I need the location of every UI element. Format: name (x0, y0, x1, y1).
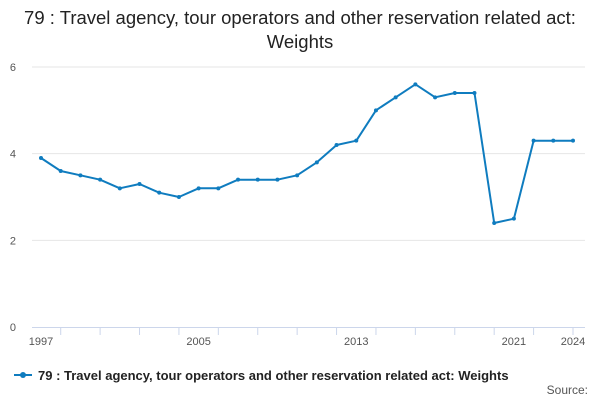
data-point (39, 156, 43, 160)
series-line (40, 83, 574, 224)
x-tick-label: 2005 (186, 336, 210, 348)
data-point (413, 82, 418, 87)
data-point (334, 143, 339, 147)
data-point (511, 216, 516, 221)
data-point (275, 177, 280, 182)
data-point (216, 186, 221, 191)
data-point (117, 186, 122, 191)
data-point (354, 138, 359, 143)
legend-swatch (14, 372, 32, 378)
y-tick-label: 2 (10, 235, 16, 247)
y-tick-label: 0 (10, 322, 16, 334)
gridlines (32, 66, 585, 241)
data-point (98, 177, 103, 182)
legend[interactable]: 79 : Travel agency, tour operators and o… (14, 366, 509, 384)
source-label: Source: (546, 383, 588, 397)
data-point (295, 173, 300, 178)
data-point (137, 182, 142, 186)
data-point (472, 91, 477, 95)
legend-marker (20, 372, 26, 378)
data-point (255, 177, 260, 182)
x-tick-label: 1997 (29, 336, 53, 348)
data-point (531, 138, 536, 143)
data-point (433, 95, 438, 100)
chart-title: 79 : Travel agency, tour operators and o… (24, 7, 576, 52)
data-point (314, 160, 319, 165)
data-point (452, 91, 457, 95)
legend-label: 79 : Travel agency, tour operators and o… (38, 367, 509, 383)
data-point (176, 195, 181, 199)
x-axis: 1997 2005 2013 2021 2024 (29, 327, 585, 348)
data-point (58, 169, 63, 173)
data-point (551, 138, 556, 143)
y-tick-label: 4 (10, 149, 16, 161)
data-point (393, 95, 398, 100)
data-point (571, 138, 575, 143)
data-point (157, 190, 162, 195)
data-point (236, 177, 241, 182)
y-tick-label: 6 (10, 62, 16, 74)
data-point (196, 186, 201, 191)
x-tick-label: 2021 (502, 336, 526, 348)
series-layer (39, 82, 575, 225)
y-axis: 0 2 4 6 (10, 62, 16, 334)
data-point (78, 173, 83, 178)
x-tick-label: 2013 (344, 336, 368, 348)
x-tick-label: 2024 (561, 336, 585, 348)
data-point (492, 221, 497, 225)
data-point (373, 108, 378, 113)
